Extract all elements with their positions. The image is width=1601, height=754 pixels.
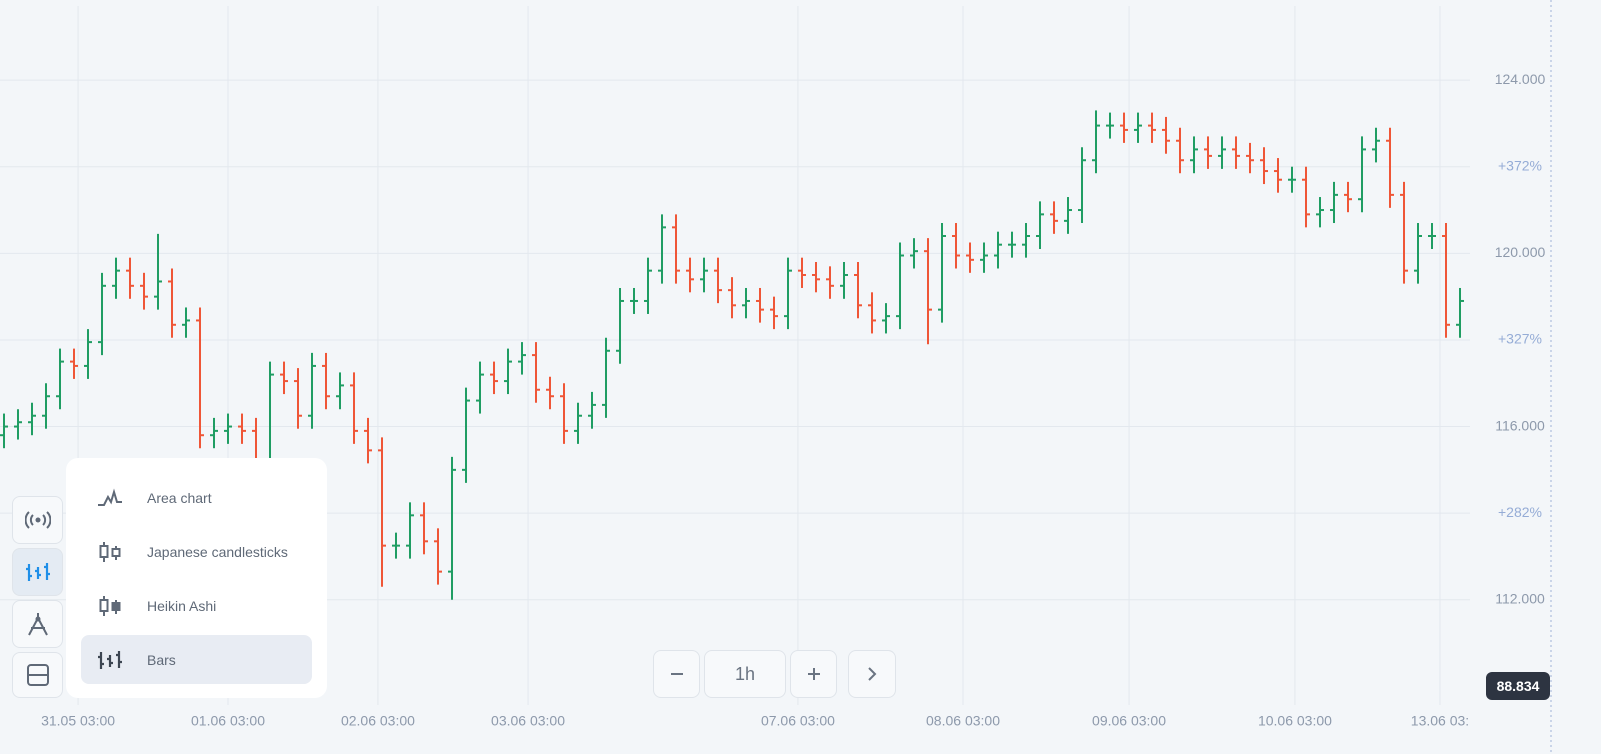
icon — [868, 667, 877, 681]
menu-label: Heikin Ashi — [147, 597, 217, 614]
menu-label: Area chart — [147, 489, 212, 506]
menu-label: Bars — [147, 651, 176, 668]
y-tick-label: 124.000 — [1495, 71, 1546, 87]
y-tick-label: 116.000 — [1495, 417, 1545, 433]
menu-item[interactable]: Heikin Ashi — [81, 581, 312, 630]
y-tick-label: +372% — [1498, 157, 1542, 173]
icon — [670, 673, 683, 675]
y-tick-label: 120.000 — [1495, 244, 1546, 260]
signals-button[interactable] — [12, 496, 63, 544]
icon — [98, 488, 122, 506]
current-price-tag: 88.834 — [1486, 672, 1550, 700]
zoom-out-button[interactable] — [653, 650, 700, 698]
icon — [807, 668, 820, 680]
x-tick-label: 07.06 03:00 — [761, 713, 835, 729]
icon — [98, 650, 122, 669]
drawing-button[interactable] — [12, 600, 63, 648]
menu-item[interactable]: Area chart — [81, 473, 312, 522]
y-tick-label: 112.000 — [1495, 590, 1545, 606]
layout-button[interactable] — [12, 652, 63, 698]
x-tick-label: 10.06 03:00 — [1258, 713, 1332, 729]
menu-item[interactable]: Japanese candlesticks — [81, 527, 312, 576]
x-tick-label: 31.05 03:00 — [41, 713, 115, 729]
x-tick-label: 08.06 03:00 — [926, 713, 1000, 729]
menu-label: Japanese candlesticks — [147, 543, 288, 560]
y-tick-label: +327% — [1498, 331, 1542, 347]
chart-type-menu: Area chart Japanese candlesticks Heikin … — [66, 458, 327, 698]
y-tick-label: +282% — [1498, 504, 1542, 520]
icon — [99, 541, 121, 562]
icon — [24, 511, 51, 529]
icon — [25, 563, 50, 581]
scroll-right-button[interactable] — [848, 650, 896, 698]
icon — [99, 595, 121, 616]
x-tick-label: 02.06 03:00 — [341, 713, 415, 729]
icon — [26, 664, 49, 686]
x-tick-label: 13.06 03: — [1411, 713, 1469, 729]
x-tick-label: 09.06 03:00 — [1092, 713, 1166, 729]
timeframe-button[interactable]: 1h — [704, 650, 786, 698]
menu-item[interactable]: Bars — [81, 635, 312, 684]
icon — [27, 613, 48, 636]
chart-type-button[interactable] — [12, 548, 63, 596]
x-tick-label: 03.06 03:00 — [491, 713, 565, 729]
zoom-in-button[interactable] — [790, 650, 837, 698]
x-tick-label: 01.06 03:00 — [191, 713, 265, 729]
